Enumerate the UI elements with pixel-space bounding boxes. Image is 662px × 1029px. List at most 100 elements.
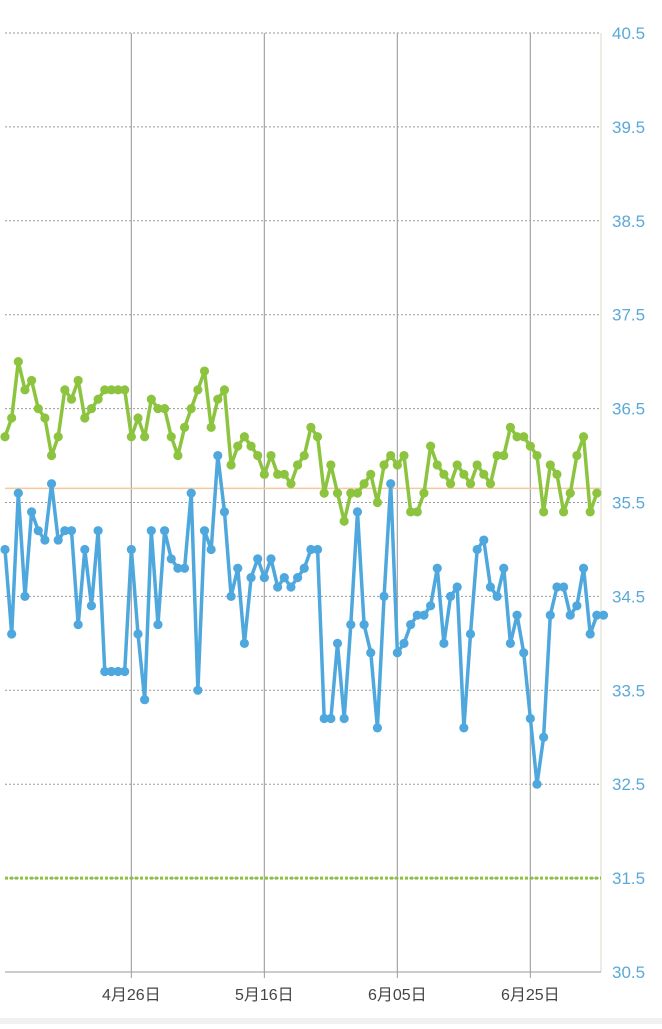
data-point (179, 563, 190, 573)
data-point (499, 450, 509, 461)
data-point (60, 526, 70, 536)
data-point (419, 488, 429, 498)
data-point (359, 479, 369, 489)
data-point (512, 610, 522, 620)
data-point (392, 460, 402, 470)
data-point (479, 469, 489, 479)
data-point (512, 432, 522, 442)
data-point (186, 488, 196, 498)
data-point (545, 460, 555, 470)
data-point (572, 450, 582, 461)
data-point (585, 507, 595, 517)
data-point (40, 413, 50, 423)
data-point (319, 488, 329, 498)
data-point (199, 526, 210, 536)
data-point (233, 441, 243, 451)
data-point (306, 422, 316, 432)
data-point (120, 385, 130, 395)
data-point (206, 422, 216, 432)
data-point (312, 544, 323, 555)
data-point (113, 666, 123, 677)
x-tick-label: 4月26日 (102, 987, 161, 1004)
data-point (213, 450, 223, 461)
data-point (173, 450, 183, 461)
data-point (565, 610, 575, 620)
y-tick-label: 31.5 (612, 869, 645, 888)
data-point (20, 591, 30, 602)
data-point (559, 582, 569, 592)
data-point (519, 648, 529, 658)
data-point (379, 460, 389, 470)
x-tick-label: 5月16日 (235, 987, 294, 1004)
data-point (186, 404, 196, 414)
x-tick-label: 6月05日 (368, 987, 427, 1004)
data-point (592, 610, 602, 620)
data-point (73, 375, 83, 386)
data-point (46, 479, 57, 489)
data-point (226, 460, 236, 470)
data-point (173, 563, 183, 573)
data-point (525, 713, 535, 724)
data-point (439, 469, 449, 479)
data-point (266, 554, 276, 564)
data-point (120, 666, 130, 677)
data-point (339, 713, 349, 724)
data-point (213, 394, 223, 404)
data-point (592, 488, 602, 498)
data-point (465, 479, 476, 489)
data-point (539, 732, 549, 742)
data-point (293, 573, 303, 583)
y-tick-label: 33.5 (612, 681, 645, 700)
data-point (140, 432, 150, 442)
data-point (160, 404, 170, 414)
data-point (133, 629, 143, 639)
y-tick-label: 36.5 (612, 400, 645, 419)
data-point (206, 544, 216, 555)
y-tick-label: 32.5 (612, 775, 645, 794)
data-point (259, 573, 269, 583)
data-point (532, 450, 542, 461)
data-point (412, 507, 422, 517)
data-point (106, 385, 116, 395)
data-point (73, 619, 83, 630)
data-point (286, 479, 296, 489)
data-point (53, 432, 63, 442)
data-point (352, 488, 363, 498)
data-point (46, 450, 57, 461)
data-point (179, 422, 190, 432)
data-point (273, 469, 283, 479)
data-point (166, 432, 176, 442)
data-point (585, 629, 595, 639)
data-point (459, 469, 469, 479)
x-tick-label: 6月25日 (501, 987, 560, 1004)
data-point (492, 591, 502, 602)
data-point (246, 441, 256, 451)
data-point (346, 619, 356, 630)
y-tick-label: 34.5 (612, 587, 645, 606)
data-point (505, 638, 515, 648)
data-point (386, 450, 396, 461)
data-point (199, 366, 210, 376)
data-point (140, 695, 150, 705)
data-point (492, 450, 502, 461)
data-point (126, 544, 136, 555)
data-point (33, 526, 43, 536)
data-point (166, 554, 176, 564)
data-point (572, 601, 582, 611)
data-point (598, 610, 609, 620)
data-point (0, 432, 10, 442)
data-point (246, 573, 256, 583)
data-point (100, 666, 110, 677)
data-point (100, 385, 110, 395)
data-point (233, 563, 243, 573)
data-point (306, 544, 316, 555)
data-point (40, 535, 50, 545)
data-point (372, 723, 382, 733)
data-point (66, 526, 77, 536)
data-point (339, 516, 349, 526)
data-point (319, 713, 329, 724)
data-point (426, 441, 436, 451)
data-point (160, 526, 170, 536)
data-point (552, 469, 562, 479)
series-line-1 (3, 453, 606, 786)
